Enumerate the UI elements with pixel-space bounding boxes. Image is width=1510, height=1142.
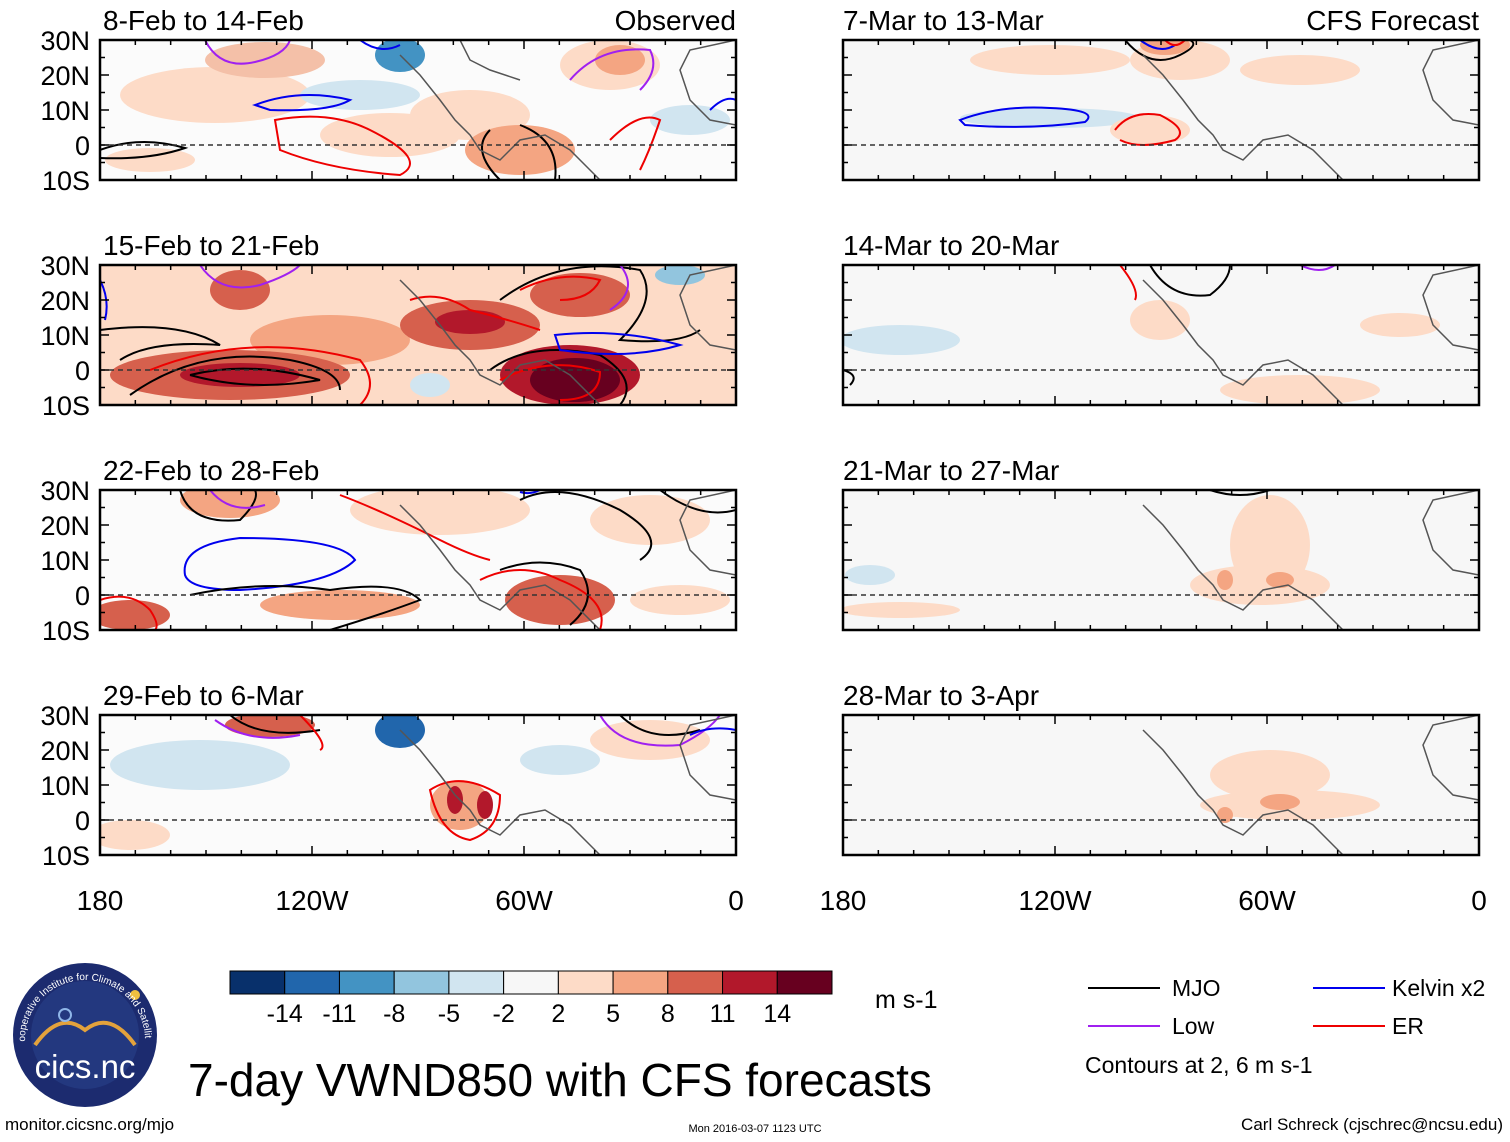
panel-fcst-1: 7-Mar to 13-Mar CFS Forecast <box>841 5 1481 182</box>
source-url: monitor.cicsnc.org/mjo <box>5 1115 174 1134</box>
colorbar-tick-label: 11 <box>710 1000 736 1028</box>
colorbar-tick-label: -5 <box>438 1000 460 1028</box>
legend-label-low: Low <box>1172 1013 1215 1039</box>
colorbar-swatch <box>667 970 724 995</box>
colorbar-swatch <box>722 970 778 995</box>
timestamp: Mon 2016-03-07 1123 UTC <box>688 1123 821 1135</box>
colorbar: -14 -11 -8 -5 -2 2 5 8 11 14 m s-1 <box>229 970 938 1028</box>
colorbar-swatch <box>776 970 833 995</box>
lon-label: 180 <box>77 885 124 916</box>
panel-obs-1: 8-Feb to 14-Feb Observed <box>98 5 738 182</box>
panel-obs-3: 22-Feb to 28-Feb <box>98 455 738 632</box>
observed-column-label: Observed <box>615 5 736 36</box>
colorbar-swatch <box>229 970 286 995</box>
panel-fcst-4-title: 28-Mar to 3-Apr <box>843 680 1039 711</box>
axis-ticks <box>99 39 1480 856</box>
lat-label: 20N <box>40 511 90 541</box>
lon-label: 180 <box>820 885 867 916</box>
panel-fcst-3-title: 21-Mar to 27-Mar <box>843 455 1059 486</box>
lon-label: 120W <box>1018 885 1092 916</box>
longitude-labels: 180 120W 60W 0 180 120W 60W 0 <box>77 885 1487 916</box>
author-credit: Carl Schreck (cjschrec@ncsu.edu) <box>1241 1115 1503 1134</box>
colorbar-labels: -14 -11 -8 -5 -2 2 5 8 11 14 <box>267 1000 792 1028</box>
panel-obs-4: 29-Feb to 6-Mar <box>98 680 738 857</box>
colorbar-swatch <box>393 970 450 995</box>
lon-label: 60W <box>495 885 553 916</box>
lat-label: 30N <box>40 476 90 506</box>
colorbar-swatch <box>503 970 559 995</box>
panel-obs-2: 15-Feb to 21-Feb <box>98 230 738 407</box>
colorbar-unit: m s-1 <box>875 986 938 1014</box>
panel-fcst-4: 28-Mar to 3-Apr <box>841 680 1481 857</box>
lat-label: 0 <box>75 581 90 611</box>
colorbar-swatches <box>229 970 833 995</box>
lon-label: 0 <box>1471 885 1487 916</box>
panel-fcst-1-field <box>843 40 1479 180</box>
lat-label: 0 <box>75 131 90 161</box>
figure-title: 7-day VWND850 with CFS forecasts <box>188 1054 932 1106</box>
panel-obs-4-title: 29-Feb to 6-Mar <box>103 680 304 711</box>
lat-label: 20N <box>40 61 90 91</box>
colorbar-tick-label: 8 <box>661 1000 675 1028</box>
panel-fcst-2: 14-Mar to 20-Mar <box>841 230 1481 407</box>
panel-obs-1-field <box>100 40 736 180</box>
colorbar-tick-label: -8 <box>383 1000 405 1028</box>
colorbar-swatch <box>338 970 395 995</box>
lat-label: 30N <box>40 26 90 56</box>
panel-obs-2-field <box>100 265 736 405</box>
lat-label: 20N <box>40 286 90 316</box>
lat-label: 10S <box>42 391 90 421</box>
lat-label: 20N <box>40 736 90 766</box>
legend-label-kelvin: Kelvin x2 <box>1392 975 1485 1001</box>
lat-label: 0 <box>75 806 90 836</box>
colorbar-tick-label: 14 <box>763 1000 791 1028</box>
panel-fcst-3-field <box>843 490 1479 630</box>
lat-label: 10N <box>40 321 90 351</box>
forecast-column-label: CFS Forecast <box>1306 5 1479 36</box>
lat-label: 10N <box>40 546 90 576</box>
lon-label: 60W <box>1238 885 1296 916</box>
lon-label: 0 <box>728 885 744 916</box>
colorbar-tick-label: -11 <box>322 1000 356 1028</box>
colorbar-tick-label: -14 <box>267 1000 303 1028</box>
lat-label: 10N <box>40 771 90 801</box>
panel-obs-3-title: 22-Feb to 28-Feb <box>103 455 319 486</box>
lat-label: 10S <box>42 616 90 646</box>
colorbar-swatch <box>448 970 505 995</box>
lat-label: 10S <box>42 166 90 196</box>
logo-text: cics.nc <box>35 1048 136 1085</box>
panel-fcst-4-field <box>843 715 1479 855</box>
lat-label: 10N <box>40 96 90 126</box>
panel-obs-1-title: 8-Feb to 14-Feb <box>103 5 304 36</box>
legend-contour-note: Contours at 2, 6 m s-1 <box>1085 1052 1313 1078</box>
colorbar-tick-label: 2 <box>551 1000 565 1028</box>
lat-label: 30N <box>40 251 90 281</box>
lat-label: 10S <box>42 841 90 871</box>
panel-fcst-1-title: 7-Mar to 13-Mar <box>843 5 1044 36</box>
panel-fcst-2-field <box>843 265 1479 405</box>
colorbar-swatch <box>557 970 614 995</box>
lat-label: 30N <box>40 701 90 731</box>
legend-label-er: ER <box>1392 1013 1424 1039</box>
lat-label: 0 <box>75 356 90 386</box>
panel-obs-4-field <box>100 715 736 855</box>
panel-fcst-2-title: 14-Mar to 20-Mar <box>843 230 1059 261</box>
panel-obs-2-title: 15-Feb to 21-Feb <box>103 230 319 261</box>
colorbar-tick-label: 5 <box>606 1000 620 1028</box>
colorbar-swatch <box>284 970 340 995</box>
lon-label: 120W <box>275 885 349 916</box>
panel-fcst-3: 21-Mar to 27-Mar <box>841 455 1481 632</box>
latitude-labels: 30N 20N 10N 0 10S 30N 20N 10N 0 10S 30N 20N 10N 0 10S 3… <box>40 26 90 871</box>
colorbar-tick-label: -2 <box>493 1000 515 1028</box>
panel-obs-3-field <box>100 490 736 630</box>
legend-label-mjo: MJO <box>1172 975 1221 1001</box>
legend: MJO Kelvin x2 Low ER Contours at 2, 6 m … <box>1085 975 1485 1078</box>
colorbar-swatch <box>612 970 669 995</box>
